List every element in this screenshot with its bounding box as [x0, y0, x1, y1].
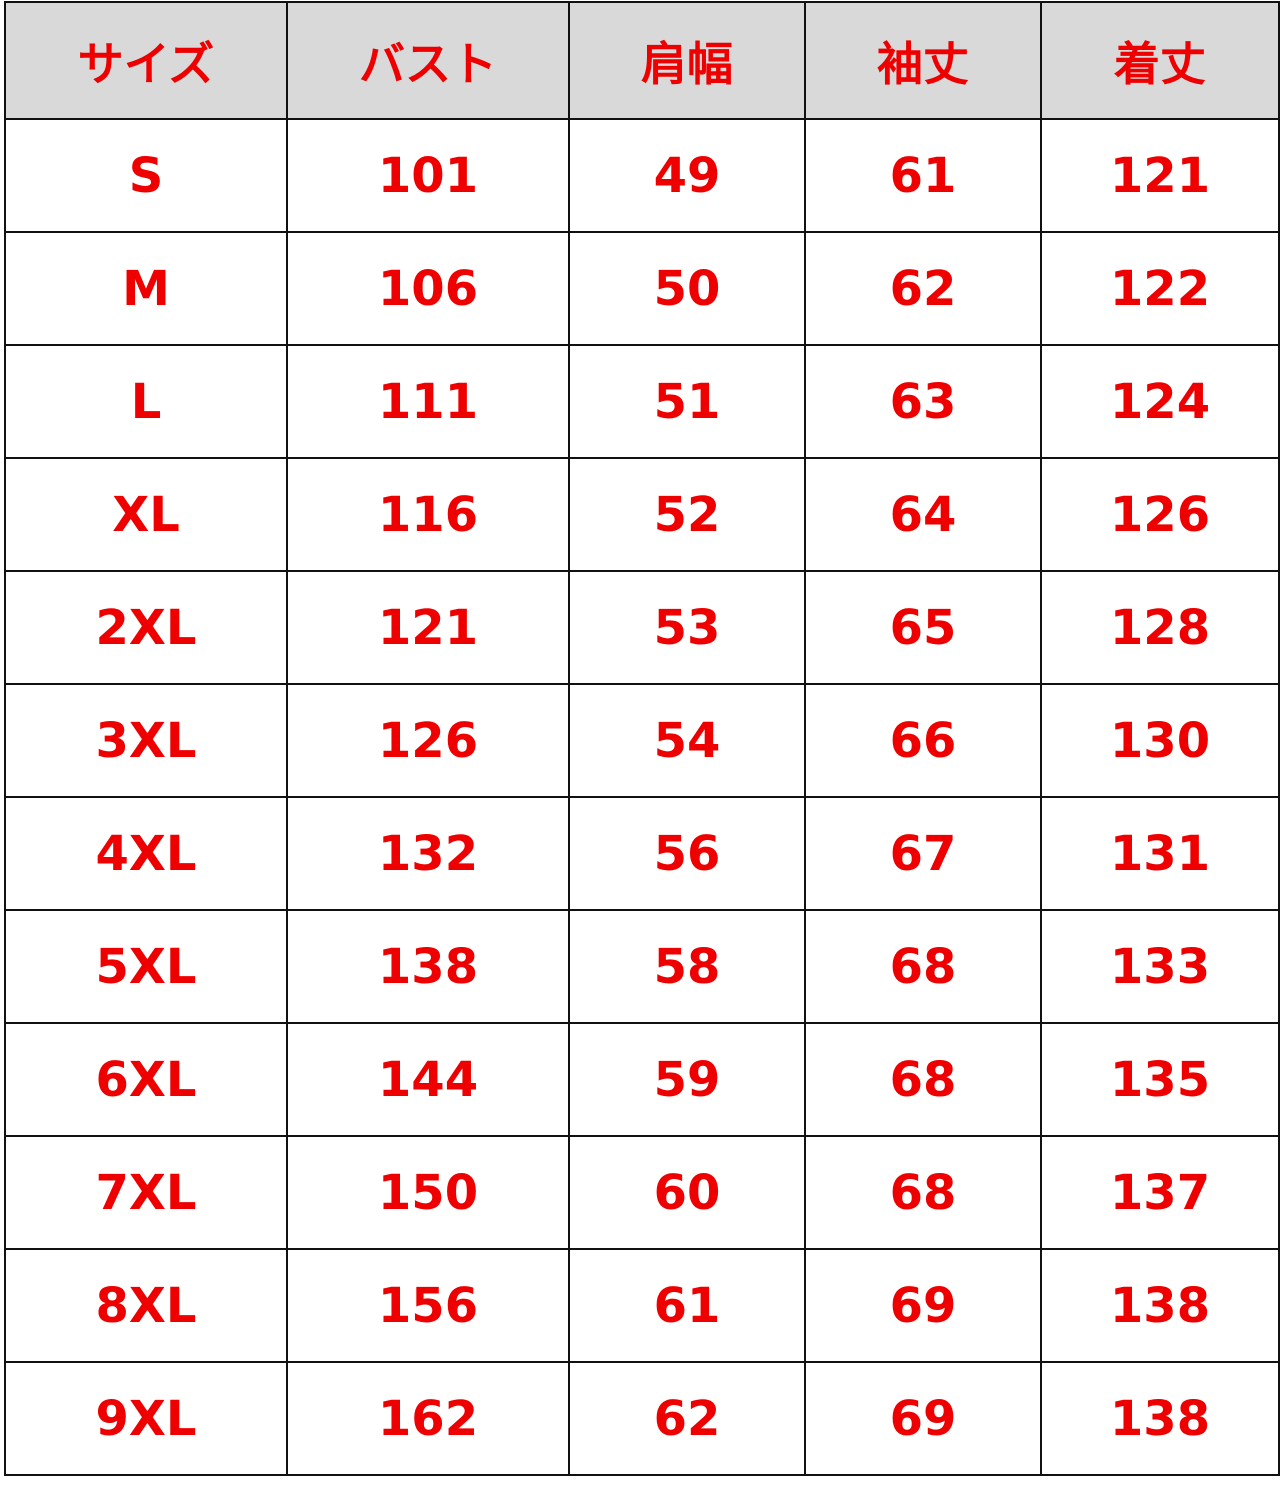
cell-sleeve-length: 69 [804, 1361, 1042, 1476]
table-row: 4XL 132 56 67 131 [4, 796, 1280, 911]
cell-size: M [4, 231, 288, 346]
cell-body-length: 138 [1040, 1361, 1280, 1476]
cell-bust: 121 [286, 570, 570, 685]
column-header-shoulder-width: 肩幅 [568, 1, 806, 120]
cell-sleeve-length: 65 [804, 570, 1042, 685]
cell-size: 3XL [4, 683, 288, 798]
cell-shoulder-width: 49 [568, 118, 806, 233]
cell-size: 2XL [4, 570, 288, 685]
cell-shoulder-width: 62 [568, 1361, 806, 1476]
cell-size: 4XL [4, 796, 288, 911]
cell-shoulder-width: 54 [568, 683, 806, 798]
cell-sleeve-length: 69 [804, 1248, 1042, 1363]
cell-body-length: 121 [1040, 118, 1280, 233]
cell-body-length: 124 [1040, 344, 1280, 459]
column-header-sleeve-length: 袖丈 [804, 1, 1042, 120]
cell-bust: 126 [286, 683, 570, 798]
cell-shoulder-width: 59 [568, 1022, 806, 1137]
cell-bust: 156 [286, 1248, 570, 1363]
table-row: 7XL 150 60 68 137 [4, 1135, 1280, 1250]
cell-body-length: 131 [1040, 796, 1280, 911]
size-chart-table: サイズ バスト 肩幅 袖丈 着丈 S 101 49 61 121 M 106 50 62 122 L 111 5… [4, 1, 1280, 1476]
cell-shoulder-width: 60 [568, 1135, 806, 1250]
cell-sleeve-length: 68 [804, 1022, 1042, 1137]
cell-shoulder-width: 56 [568, 796, 806, 911]
table-row: L 111 51 63 124 [4, 344, 1280, 459]
cell-shoulder-width: 52 [568, 457, 806, 572]
header-row: サイズ バスト 肩幅 袖丈 着丈 [4, 1, 1280, 120]
cell-bust: 144 [286, 1022, 570, 1137]
cell-shoulder-width: 50 [568, 231, 806, 346]
cell-body-length: 133 [1040, 909, 1280, 1024]
table-body: S 101 49 61 121 M 106 50 62 122 L 111 51 63 124 XL 116 52… [4, 118, 1280, 1476]
table-row: 9XL 162 62 69 138 [4, 1361, 1280, 1476]
cell-body-length: 138 [1040, 1248, 1280, 1363]
cell-body-length: 137 [1040, 1135, 1280, 1250]
cell-size: 6XL [4, 1022, 288, 1137]
cell-body-length: 130 [1040, 683, 1280, 798]
cell-bust: 111 [286, 344, 570, 459]
cell-bust: 150 [286, 1135, 570, 1250]
cell-body-length: 135 [1040, 1022, 1280, 1137]
table-row: 8XL 156 61 69 138 [4, 1248, 1280, 1363]
cell-body-length: 122 [1040, 231, 1280, 346]
cell-sleeve-length: 67 [804, 796, 1042, 911]
cell-bust: 101 [286, 118, 570, 233]
cell-shoulder-width: 53 [568, 570, 806, 685]
cell-body-length: 126 [1040, 457, 1280, 572]
cell-sleeve-length: 61 [804, 118, 1042, 233]
cell-shoulder-width: 58 [568, 909, 806, 1024]
table-row: 2XL 121 53 65 128 [4, 570, 1280, 685]
cell-body-length: 128 [1040, 570, 1280, 685]
cell-bust: 116 [286, 457, 570, 572]
cell-size: 5XL [4, 909, 288, 1024]
cell-sleeve-length: 68 [804, 909, 1042, 1024]
cell-bust: 138 [286, 909, 570, 1024]
cell-shoulder-width: 61 [568, 1248, 806, 1363]
table-row: 6XL 144 59 68 135 [4, 1022, 1280, 1137]
cell-size: 9XL [4, 1361, 288, 1476]
cell-size: S [4, 118, 288, 233]
column-header-bust: バスト [286, 1, 570, 120]
cell-bust: 132 [286, 796, 570, 911]
cell-size: 8XL [4, 1248, 288, 1363]
cell-size: L [4, 344, 288, 459]
table-row: 5XL 138 58 68 133 [4, 909, 1280, 1024]
table-row: 3XL 126 54 66 130 [4, 683, 1280, 798]
cell-sleeve-length: 66 [804, 683, 1042, 798]
cell-bust: 106 [286, 231, 570, 346]
cell-size: XL [4, 457, 288, 572]
cell-size: 7XL [4, 1135, 288, 1250]
column-header-body-length: 着丈 [1040, 1, 1280, 120]
cell-sleeve-length: 63 [804, 344, 1042, 459]
cell-sleeve-length: 68 [804, 1135, 1042, 1250]
cell-sleeve-length: 64 [804, 457, 1042, 572]
table-row: S 101 49 61 121 [4, 118, 1280, 233]
cell-shoulder-width: 51 [568, 344, 806, 459]
table-row: XL 116 52 64 126 [4, 457, 1280, 572]
table-row: M 106 50 62 122 [4, 231, 1280, 346]
column-header-size: サイズ [4, 1, 288, 120]
cell-sleeve-length: 62 [804, 231, 1042, 346]
cell-bust: 162 [286, 1361, 570, 1476]
